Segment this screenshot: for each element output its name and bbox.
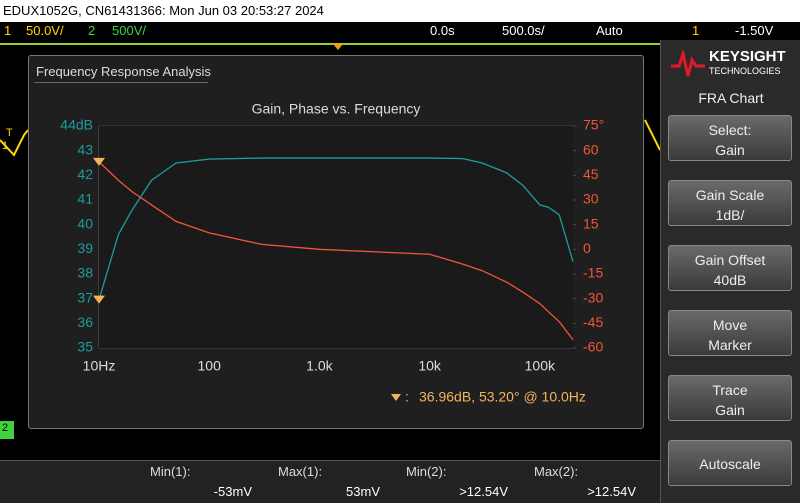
measurement-bar: Min(1): -53mV Max(1): 53mV Min(2): >12.54V Max…: [0, 460, 660, 503]
measurement-value: 53mV: [346, 484, 380, 499]
marker-readout: 36.96dB, 53.20° @ 10.0Hz: [419, 389, 586, 405]
ch1-trace: [0, 129, 29, 157]
y-tick-label: 43: [77, 141, 93, 157]
ch1-trace: [644, 119, 660, 151]
trigger-mode: Auto: [596, 23, 623, 38]
y-tick-label: 37: [77, 289, 93, 305]
softkey[interactable]: Gain Offset 40dB: [668, 245, 792, 291]
measurement-value: >12.54V: [587, 484, 636, 499]
marker: [93, 157, 105, 166]
ch2-marker: [0, 421, 14, 439]
ch2-marker-label: 2: [2, 422, 9, 434]
ch2-label: 2: [88, 23, 96, 38]
y-tick-label: 40: [77, 215, 93, 231]
softkey[interactable]: Trace Gain: [668, 375, 792, 421]
y-tick-label: 36: [77, 314, 93, 330]
y2-tick-label: 75°: [583, 117, 604, 133]
softkey-label: Select:: [708, 122, 752, 138]
x-tick-label: 1.0k: [306, 358, 333, 374]
title-bar: EDUX1052G, CN61431366: Mon Jun 03 20:53:…: [0, 0, 800, 22]
series-line: [98, 161, 574, 341]
x-tick-label: 10k: [418, 358, 442, 374]
readout-marker-icon: [391, 394, 401, 401]
trigger-marker: T: [6, 127, 13, 139]
dialog-title: Frequency Response Analysis: [34, 62, 211, 83]
trigger-level: -1.50V: [735, 23, 774, 38]
softkey-value: Gain: [715, 142, 745, 158]
y2-tick-label: 45: [583, 166, 599, 182]
ch2-scale: 500V/: [112, 23, 146, 38]
softkey[interactable]: Autoscale: [668, 440, 792, 486]
x-tick-label: 100: [198, 358, 222, 374]
scope-background: [0, 43, 660, 439]
y-tick-label: 39: [77, 240, 93, 256]
plot-area: [99, 126, 573, 348]
softkey-label: Gain Offset: [694, 252, 766, 268]
softkey[interactable]: Gain Scale 1dB/: [668, 180, 792, 226]
chart-title: Gain, Phase vs. Frequency: [252, 101, 421, 117]
brand: KEYSIGHT: [709, 48, 786, 65]
menu-title: FRA Chart: [698, 90, 764, 106]
y-tick-label: 44dB: [60, 117, 93, 133]
marker: [93, 295, 105, 304]
softkey-label: Trace: [712, 382, 748, 398]
side-panel: KEYSIGHT TECHNOLOGIES FRA Chart Select: G…: [660, 40, 800, 503]
y-tick-label: 35: [77, 339, 93, 355]
y-tick-label: 38: [77, 265, 93, 281]
softkey-label: Autoscale: [699, 456, 761, 472]
y2-tick-label: -15: [583, 265, 603, 281]
measurement-label: Min(2):: [406, 464, 447, 479]
trigger-position: [333, 44, 343, 50]
y2-tick-label: 15: [583, 215, 599, 231]
ch1-label: 1: [4, 23, 12, 38]
measurement-label: Max(1):: [278, 464, 323, 479]
brand-sub: TECHNOLOGIES: [709, 66, 781, 76]
softkey-label: Gain Scale: [695, 187, 765, 203]
softkey-value: Marker: [708, 337, 752, 353]
y2-tick-label: -60: [583, 339, 603, 355]
ch1-marker: 1: [2, 140, 9, 152]
y2-tick-label: 0: [583, 240, 591, 256]
softkey-value: 1dB/: [715, 207, 745, 223]
time-offset: 0.0s: [430, 23, 455, 38]
softkey-label: Move: [712, 317, 748, 333]
softkey[interactable]: Select: Gain: [668, 115, 792, 161]
y-tick-label: 42: [77, 166, 93, 182]
time-scale: 500.0s/: [502, 23, 545, 38]
y2-tick-label: -30: [583, 289, 603, 305]
y2-tick-label: 60: [583, 141, 599, 157]
softkey-value: Gain: [715, 402, 745, 418]
measurement-value: >12.54V: [459, 484, 508, 499]
series-line: [98, 157, 574, 300]
y2-tick-label: 30: [583, 191, 599, 207]
keysight-logo: [671, 50, 705, 77]
x-tick-label: 100k: [525, 358, 556, 374]
fra-chart: 100k 10k 1.0k 100 10Hz -60 -45 -30 -15 0 15 30 45 60 7…: [60, 101, 604, 405]
measurement-label: Min(1):: [150, 464, 191, 479]
x-tick-label: 10Hz: [83, 358, 116, 374]
softkey-value: 40dB: [713, 272, 747, 288]
measurement-label: Max(2):: [534, 464, 579, 479]
readout-colon: :: [405, 389, 409, 405]
softkey[interactable]: Move Marker: [668, 310, 792, 356]
y2-tick-label: -45: [583, 314, 603, 330]
y-tick-label: 41: [77, 191, 93, 207]
trigger-source: 1: [692, 23, 700, 38]
measurement-value: -53mV: [213, 484, 252, 499]
ch1-scale: 50.0V/: [26, 23, 64, 38]
